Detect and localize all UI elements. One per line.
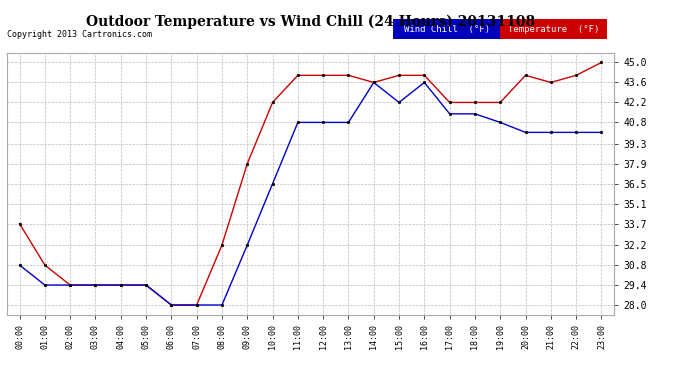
Text: Wind Chill  (°F): Wind Chill (°F) bbox=[404, 25, 490, 34]
Text: Temperature  (°F): Temperature (°F) bbox=[508, 25, 600, 34]
Text: Outdoor Temperature vs Wind Chill (24 Hours) 20131108: Outdoor Temperature vs Wind Chill (24 Ho… bbox=[86, 15, 535, 29]
Text: Copyright 2013 Cartronics.com: Copyright 2013 Cartronics.com bbox=[7, 30, 152, 39]
